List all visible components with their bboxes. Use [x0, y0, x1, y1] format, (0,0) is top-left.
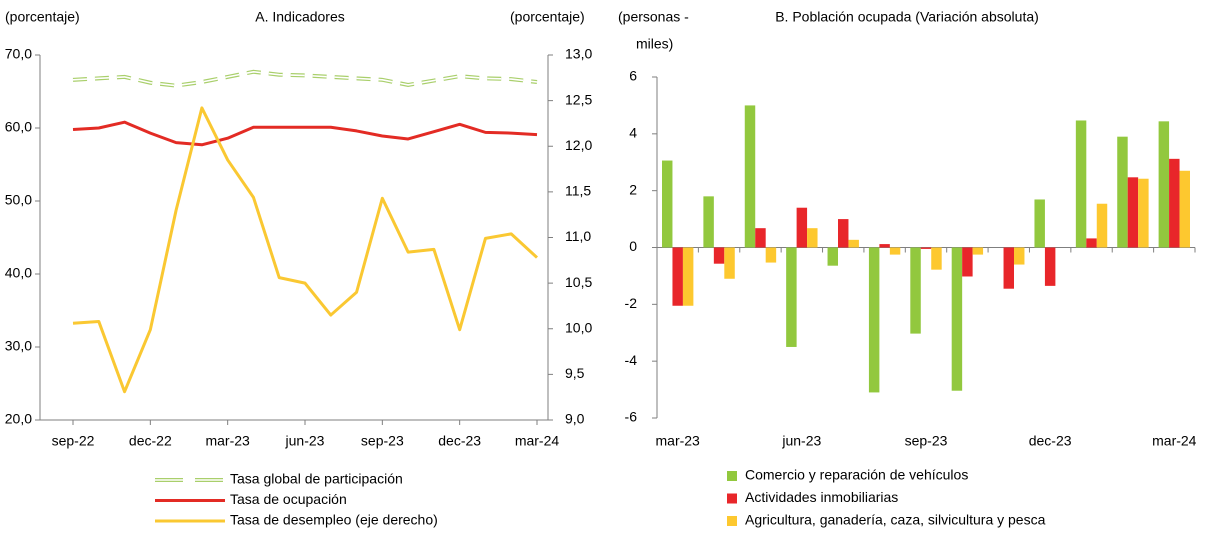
bar [838, 219, 849, 248]
bar [1034, 199, 1045, 248]
bar [962, 247, 973, 277]
y2-tick-label: 10,5 [565, 274, 592, 290]
bar [868, 247, 880, 393]
bar [1044, 247, 1056, 286]
bar [972, 247, 984, 255]
bar [796, 207, 808, 248]
y-tick-label: 60,0 [5, 119, 32, 135]
bar [1127, 177, 1139, 248]
bar [910, 247, 921, 334]
bar [1003, 247, 1014, 289]
y-tick-label: 0 [629, 238, 637, 254]
x-tick-label: mar-24 [1152, 433, 1197, 449]
y2-tick-label: 12,0 [565, 137, 592, 153]
y2-tick-label: 9,0 [565, 411, 585, 427]
legend-label: Comercio y reparación de vehículos [745, 467, 968, 483]
bar [879, 244, 890, 248]
y-tick-label: 40,0 [5, 265, 32, 281]
x-tick-label: sep-23 [905, 433, 948, 449]
bar [1086, 238, 1097, 248]
y-tick-label: 6 [629, 68, 637, 84]
x-tick-label: mar-24 [515, 433, 560, 449]
bar [1117, 136, 1128, 248]
y-tick-label: -6 [625, 409, 638, 425]
x-tick-label: sep-22 [52, 433, 95, 449]
legend-swatch [727, 516, 737, 526]
y-tick-label: 70,0 [5, 46, 32, 62]
bar [682, 247, 694, 306]
y-axis-label: miles) [636, 36, 673, 52]
bar [662, 160, 673, 248]
legend-label: Tasa global de participación [230, 471, 403, 487]
y-tick-label: -4 [625, 352, 638, 368]
bar [744, 105, 756, 248]
y-tick-label: 20,0 [5, 411, 32, 427]
x-tick-label: mar-23 [656, 433, 701, 449]
bar [1169, 158, 1180, 248]
y-axis-label: (porcentaje) [5, 9, 80, 25]
y2-axis-label: (porcentaje) [510, 9, 585, 25]
bar [724, 247, 735, 279]
legend-label: Actividades inmobiliarias [745, 489, 898, 505]
bar [848, 239, 859, 248]
bar [1158, 121, 1170, 248]
bar [672, 247, 683, 306]
x-tick-label: sep-23 [361, 433, 404, 449]
bar [827, 247, 838, 266]
bar [1096, 203, 1108, 248]
y2-tick-label: 11,0 [565, 228, 591, 244]
bar [1138, 178, 1149, 248]
y2-tick-label: 9,5 [565, 365, 585, 381]
legend-label: Tasa de desempleo (eje derecho) [230, 512, 438, 528]
bar [786, 247, 797, 347]
bar [920, 247, 932, 249]
bar [703, 196, 714, 248]
y-tick-label: 4 [629, 125, 637, 141]
line-series [72, 120, 538, 147]
y-axis-label: (personas - [618, 9, 689, 25]
y2-tick-label: 11,5 [565, 183, 591, 199]
bar [931, 247, 942, 270]
y2-tick-label: 12,5 [565, 91, 592, 107]
legend-swatch [727, 493, 737, 504]
line-series-inner [72, 70, 538, 87]
y-tick-label: -2 [625, 295, 638, 311]
y-tick-label: 2 [629, 181, 637, 197]
legend-label: Agricultura, ganadería, caza, silvicultu… [745, 512, 1046, 528]
bar [807, 228, 818, 248]
x-tick-label: dec-23 [1029, 433, 1072, 449]
bar [1014, 247, 1025, 265]
bar [1179, 170, 1190, 248]
x-tick-label: jun-23 [781, 433, 821, 449]
line-series [72, 106, 539, 394]
bar [765, 247, 777, 263]
x-tick-label: mar-23 [205, 433, 250, 449]
y-tick-label: 50,0 [5, 192, 32, 208]
legend-swatch [727, 471, 737, 481]
chart-title: B. Población ocupada (Variación absoluta… [775, 9, 1039, 25]
line-series [72, 69, 538, 88]
legend-label: Tasa de ocupación [230, 491, 347, 507]
x-tick-label: dec-23 [438, 433, 481, 449]
y2-tick-label: 10,0 [565, 319, 592, 335]
bar [1075, 120, 1087, 248]
x-tick-label: dec-22 [129, 433, 172, 449]
bar [889, 247, 901, 255]
y-tick-label: 30,0 [5, 338, 32, 354]
bar [713, 247, 725, 264]
bar [755, 228, 766, 248]
x-tick-label: jun-23 [285, 433, 325, 449]
bar [951, 247, 963, 391]
chart-title: A. Indicadores [255, 9, 345, 25]
y2-tick-label: 13,0 [565, 46, 592, 62]
